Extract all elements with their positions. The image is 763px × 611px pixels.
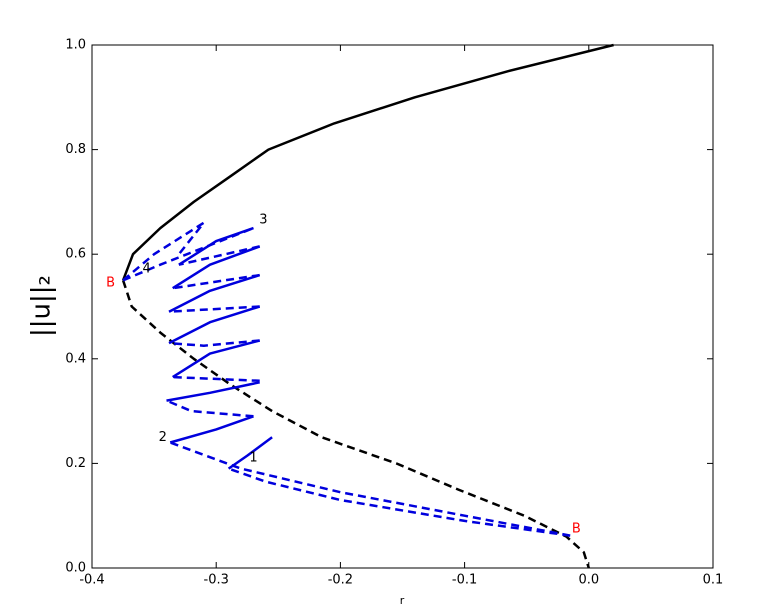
y-axis-label: ||u||₂	[27, 275, 57, 337]
annotation: 1	[249, 451, 257, 466]
plot-frame	[91, 44, 714, 569]
x-axis-label: r	[400, 594, 405, 607]
x-tick-label: 0.0	[578, 573, 599, 588]
annotation: B	[572, 521, 581, 536]
y-tick-label: 0.2	[65, 456, 86, 471]
annotation: B	[106, 275, 115, 290]
annotation: 4	[143, 261, 151, 276]
y-tick-label: 0.6	[65, 247, 86, 262]
y-tick-label: 0.8	[65, 142, 86, 157]
x-tick-label: -0.1	[452, 573, 477, 588]
curve	[121, 43, 614, 281]
annotation: 2	[159, 430, 167, 445]
annotation: 3	[259, 213, 267, 228]
x-tick-label: -0.2	[328, 573, 353, 588]
x-tick-label: -0.4	[79, 573, 104, 588]
x-tick-label: -0.3	[204, 573, 229, 588]
curve	[122, 221, 571, 537]
y-tick-label: 0.4	[65, 351, 86, 366]
y-tick-label: 1.0	[65, 38, 86, 53]
curve	[166, 226, 273, 470]
curve	[121, 279, 590, 569]
x-tick-label: 0.1	[703, 573, 724, 588]
y-tick-label: 0.0	[65, 561, 86, 576]
